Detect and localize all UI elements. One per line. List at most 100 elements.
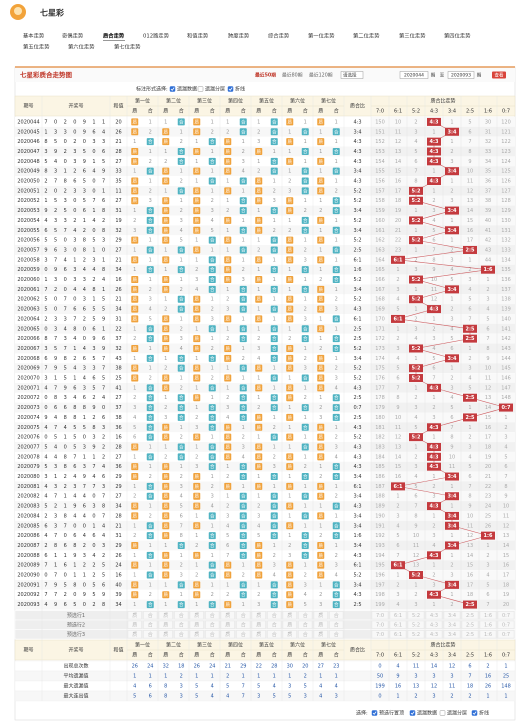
preselect-state[interactable]: 合 bbox=[148, 621, 153, 628]
preselect-cell[interactable] bbox=[127, 630, 142, 639]
preselect-ratio[interactable]: 7:0 bbox=[376, 632, 384, 638]
preselect-cell[interactable] bbox=[389, 611, 407, 620]
preselect-ratio[interactable]: 1:6 bbox=[484, 622, 492, 628]
preselect-cell[interactable] bbox=[407, 630, 425, 639]
preselect-state[interactable]: 质 bbox=[256, 612, 261, 619]
preselect-ratio[interactable]: 1:6 bbox=[484, 632, 492, 638]
preselect-cell[interactable] bbox=[329, 620, 344, 629]
period-link[interactable]: 最近80期 bbox=[282, 72, 303, 79]
checkbox[interactable] bbox=[197, 86, 204, 92]
checkbox[interactable] bbox=[409, 710, 416, 716]
preselect-cell[interactable] bbox=[497, 611, 515, 620]
preselect-cell[interactable] bbox=[158, 611, 173, 620]
preselect-ratio[interactable]: 7:0 bbox=[376, 622, 384, 628]
preselect-state[interactable]: 质 bbox=[287, 621, 292, 628]
preselect-cell[interactable] bbox=[174, 620, 189, 629]
preselect-cell[interactable] bbox=[461, 620, 479, 629]
preselect-state[interactable]: 质 bbox=[318, 612, 323, 619]
preselect-ratio[interactable]: 5:2 bbox=[412, 613, 420, 619]
preselect-cell[interactable] bbox=[298, 620, 313, 629]
preselect-cell[interactable] bbox=[497, 630, 515, 639]
preselect-state[interactable]: 合 bbox=[241, 631, 246, 638]
preselect-cell[interactable] bbox=[298, 611, 313, 620]
preselect-state[interactable]: 质 bbox=[132, 612, 137, 619]
preselect-state[interactable]: 合 bbox=[179, 612, 184, 619]
preselect-state[interactable]: 质 bbox=[194, 631, 199, 638]
nav-link[interactable]: 第六位走势 bbox=[68, 43, 95, 51]
view-button[interactable] bbox=[492, 71, 506, 79]
preselect-cell[interactable] bbox=[127, 620, 142, 629]
preselect-state[interactable]: 合 bbox=[303, 612, 308, 619]
preselect-cell[interactable] bbox=[479, 630, 497, 639]
preselect-cell[interactable] bbox=[313, 611, 328, 620]
to-input[interactable] bbox=[447, 71, 475, 79]
preselect-state[interactable]: 质 bbox=[163, 621, 168, 628]
preselect-ratio[interactable]: 5:2 bbox=[412, 632, 420, 638]
preselect-ratio[interactable]: 6:1 bbox=[394, 622, 402, 628]
preselect-cell[interactable] bbox=[371, 630, 389, 639]
checkbox[interactable] bbox=[471, 710, 478, 716]
period-link[interactable]: 最近120期 bbox=[309, 72, 333, 79]
checkbox-label[interactable]: 折线 bbox=[235, 86, 245, 93]
preselect-state[interactable]: 质 bbox=[287, 612, 292, 619]
preselect-state[interactable]: 质 bbox=[132, 631, 137, 638]
preselect-cell[interactable] bbox=[236, 611, 251, 620]
to-value[interactable]: 2020093 bbox=[451, 73, 471, 79]
preselect-cell[interactable] bbox=[313, 620, 328, 629]
preselect-state[interactable]: 合 bbox=[148, 612, 153, 619]
preselect-cell[interactable] bbox=[251, 630, 266, 639]
view-button-label[interactable]: 查看 bbox=[495, 72, 504, 79]
preselect-cell[interactable] bbox=[205, 620, 220, 629]
preselect-state[interactable]: 质 bbox=[287, 631, 292, 638]
preselect-cell[interactable] bbox=[461, 611, 479, 620]
preselect-cell[interactable] bbox=[425, 630, 443, 639]
preselect-cell[interactable] bbox=[251, 611, 266, 620]
preselect-ratio[interactable]: 4:3 bbox=[430, 632, 438, 638]
preselect-cell[interactable] bbox=[143, 630, 158, 639]
preselect-cell[interactable] bbox=[158, 630, 173, 639]
preselect-cell[interactable] bbox=[127, 611, 142, 620]
nav-link[interactable]: 第一位走势 bbox=[308, 32, 335, 40]
preselect-state[interactable]: 质 bbox=[132, 621, 137, 628]
preselect-cell[interactable] bbox=[407, 611, 425, 620]
checkbox-label[interactable]: 折线 bbox=[479, 710, 489, 717]
preselect-cell[interactable] bbox=[443, 611, 461, 620]
preselect-state[interactable]: 质 bbox=[318, 631, 323, 638]
preselect-state[interactable]: 合 bbox=[179, 631, 184, 638]
preselect-cell[interactable] bbox=[329, 630, 344, 639]
preselect-cell[interactable] bbox=[479, 620, 497, 629]
preselect-cell[interactable] bbox=[371, 620, 389, 629]
preselect-state[interactable]: 合 bbox=[303, 621, 308, 628]
preselect-cell[interactable] bbox=[497, 620, 515, 629]
preselect-state[interactable]: 质 bbox=[163, 631, 168, 638]
checkbox-label[interactable]: 遗漏分层 bbox=[205, 86, 225, 93]
preselect-cell[interactable] bbox=[425, 611, 443, 620]
preselect-ratio[interactable]: 2:5 bbox=[466, 622, 474, 628]
preselect-ratio[interactable]: 6:1 bbox=[394, 632, 402, 638]
preselect-cell[interactable] bbox=[282, 630, 297, 639]
nav-link[interactable]: 第五位走势 bbox=[23, 43, 50, 51]
preselect-cell[interactable] bbox=[220, 620, 235, 629]
preselect-ratio[interactable]: 5:2 bbox=[412, 622, 420, 628]
checkbox-label[interactable]: 遗漏数据 bbox=[417, 710, 437, 717]
preselect-ratio[interactable]: 3:4 bbox=[448, 613, 456, 619]
preselect-cell[interactable] bbox=[143, 611, 158, 620]
preselect-state[interactable]: 合 bbox=[334, 631, 339, 638]
preselect-state[interactable]: 合 bbox=[241, 612, 246, 619]
preselect-cell[interactable] bbox=[371, 611, 389, 620]
preselect-state[interactable]: 合 bbox=[272, 621, 277, 628]
nav-link[interactable]: 奇偶走势 bbox=[62, 32, 84, 40]
checkbox[interactable] bbox=[439, 710, 446, 716]
preselect-state[interactable]: 合 bbox=[241, 621, 246, 628]
preselect-cell[interactable] bbox=[236, 630, 251, 639]
checkbox[interactable] bbox=[371, 710, 378, 716]
nav-link[interactable]: 第四位走势 bbox=[444, 32, 471, 40]
preselect-ratio[interactable]: 1:6 bbox=[484, 613, 492, 619]
preselect-state[interactable]: 合 bbox=[210, 621, 215, 628]
preselect-state[interactable]: 合 bbox=[334, 612, 339, 619]
preselect-state[interactable]: 质 bbox=[256, 631, 261, 638]
nav-link[interactable]: 综合走势 bbox=[268, 32, 290, 40]
preselect-state[interactable]: 质 bbox=[318, 621, 323, 628]
checkbox-label[interactable]: 遗漏数据 bbox=[177, 86, 197, 93]
preselect-ratio[interactable]: 7:0 bbox=[376, 613, 384, 619]
